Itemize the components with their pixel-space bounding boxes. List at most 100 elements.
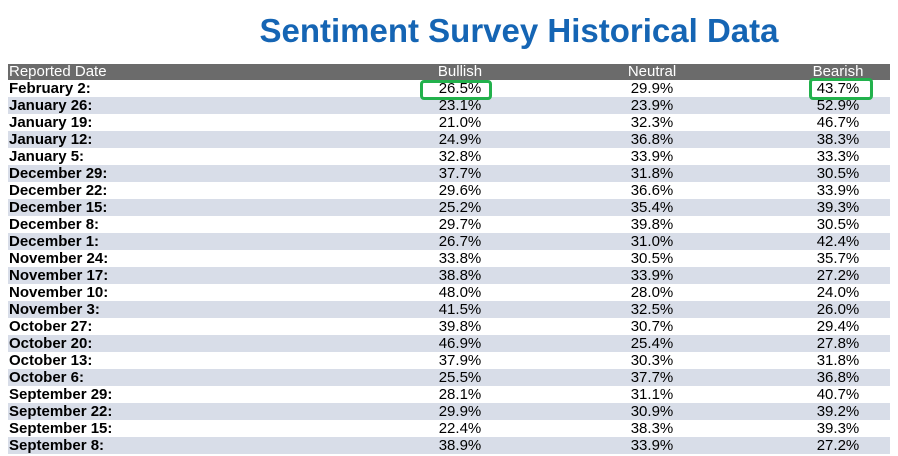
table-header-row: Reported Date Bullish Neutral Bearish [8,64,890,80]
table-row: October 13: 37.9% 30.3% 31.8% [8,352,890,369]
row-neutral: 30.5% [630,250,674,267]
row-bullish: 26.5% [438,80,482,97]
row-date: October 13: [9,352,93,369]
row-bullish: 29.7% [438,216,482,233]
row-bullish: 41.5% [438,301,482,318]
row-bearish: 42.4% [816,233,860,250]
row-bearish: 27.8% [816,335,860,352]
table-row: October 27: 39.8% 30.7% 29.4% [8,318,890,335]
header-neutral: Neutral [627,63,677,80]
table-row: February 2: 26.5% 29.9% 43.7% [8,80,890,97]
row-bullish: 38.9% [438,437,482,454]
row-bearish: 26.0% [816,301,860,318]
row-neutral: 32.3% [630,114,674,131]
row-neutral: 33.9% [630,148,674,165]
row-bearish: 40.7% [816,386,860,403]
row-bearish: 39.3% [816,420,860,437]
bearish-highlight-box [809,78,873,100]
table-row: October 6: 25.5% 37.7% 36.8% [8,369,890,386]
row-date: December 8: [9,216,100,233]
row-neutral: 30.9% [630,403,674,420]
table-row: December 8: 29.7% 39.8% 30.5% [8,216,890,233]
row-date: October 6: [9,369,85,386]
table-row: January 12: 24.9% 36.8% 38.3% [8,131,890,148]
row-bullish: 28.1% [438,386,482,403]
row-bullish: 32.8% [438,148,482,165]
row-neutral: 29.9% [630,80,674,97]
bullish-highlight-box [420,80,492,100]
row-bearish: 30.5% [816,216,860,233]
row-bullish: 26.7% [438,233,482,250]
table-row: January 26: 23.1% 23.9% 52.9% [8,97,890,114]
row-date: January 12: [9,131,93,148]
table-row: November 17: 38.8% 33.9% 27.2% [8,267,890,284]
table-row: October 20: 46.9% 25.4% 27.8% [8,335,890,352]
row-neutral: 28.0% [630,284,674,301]
table-row: January 5: 32.8% 33.9% 33.3% [8,148,890,165]
row-bearish: 27.2% [816,437,860,454]
row-date: January 19: [9,114,93,131]
row-date: December 22: [9,182,108,199]
row-neutral: 36.8% [630,131,674,148]
row-bullish: 37.9% [438,352,482,369]
header-bearish: Bearish [812,63,864,80]
row-bearish: 24.0% [816,284,860,301]
row-bearish: 35.7% [816,250,860,267]
row-bullish: 46.9% [438,335,482,352]
row-neutral: 33.9% [630,267,674,284]
table-body: February 2: 26.5% 29.9% 43.7% January 26: 23.… [8,80,890,454]
row-bullish: 21.0% [438,114,482,131]
row-date: January 5: [9,148,85,165]
row-bearish: 39.3% [816,199,860,216]
row-bearish: 33.9% [816,182,860,199]
table-row: November 3: 41.5% 32.5% 26.0% [8,301,890,318]
sentiment-table: Reported Date Bullish Neutral Bearish Fe… [8,64,890,454]
row-date: October 20: [9,335,93,352]
table-row: December 29: 37.7% 31.8% 30.5% [8,165,890,182]
row-neutral: 30.3% [630,352,674,369]
table-row: September 8: 38.9% 33.9% 27.2% [8,437,890,454]
row-bearish: 27.2% [816,267,860,284]
table-row: September 15: 22.4% 38.3% 39.3% [8,420,890,437]
row-date: January 26: [9,97,93,114]
row-bullish: 25.5% [438,369,482,386]
table-row: November 24: 33.8% 30.5% 35.7% [8,250,890,267]
row-bearish: 29.4% [816,318,860,335]
row-neutral: 37.7% [630,369,674,386]
table-row: December 1: 26.7% 31.0% 42.4% [8,233,890,250]
row-date: December 29: [9,165,108,182]
row-neutral: 32.5% [630,301,674,318]
row-date: September 8: [9,437,105,454]
row-date: December 1: [9,233,100,250]
row-neutral: 39.8% [630,216,674,233]
row-bullish: 23.1% [438,97,482,114]
row-date: September 22: [9,403,113,420]
row-neutral: 35.4% [630,199,674,216]
row-date: November 10: [9,284,109,301]
header-bullish: Bullish [437,63,483,80]
row-neutral: 30.7% [630,318,674,335]
row-bullish: 37.7% [438,165,482,182]
row-neutral: 31.1% [630,386,674,403]
table-row: November 10: 48.0% 28.0% 24.0% [8,284,890,301]
table-row: January 19: 21.0% 32.3% 46.7% [8,114,890,131]
row-bullish: 29.9% [438,403,482,420]
row-bullish: 29.6% [438,182,482,199]
row-bearish: 39.2% [816,403,860,420]
row-neutral: 31.0% [630,233,674,250]
row-bearish: 43.7% [816,80,860,97]
row-date: September 29: [9,386,113,403]
row-bullish: 38.8% [438,267,482,284]
row-neutral: 33.9% [630,437,674,454]
row-date: December 15: [9,199,108,216]
row-bullish: 22.4% [438,420,482,437]
row-bearish: 31.8% [816,352,860,369]
row-neutral: 23.9% [630,97,674,114]
table-row: December 15: 25.2% 35.4% 39.3% [8,199,890,216]
row-bearish: 33.3% [816,148,860,165]
row-neutral: 36.6% [630,182,674,199]
row-neutral: 31.8% [630,165,674,182]
header-reported-date: Reported Date [9,63,107,80]
row-bullish: 25.2% [438,199,482,216]
row-date: November 24: [9,250,109,267]
